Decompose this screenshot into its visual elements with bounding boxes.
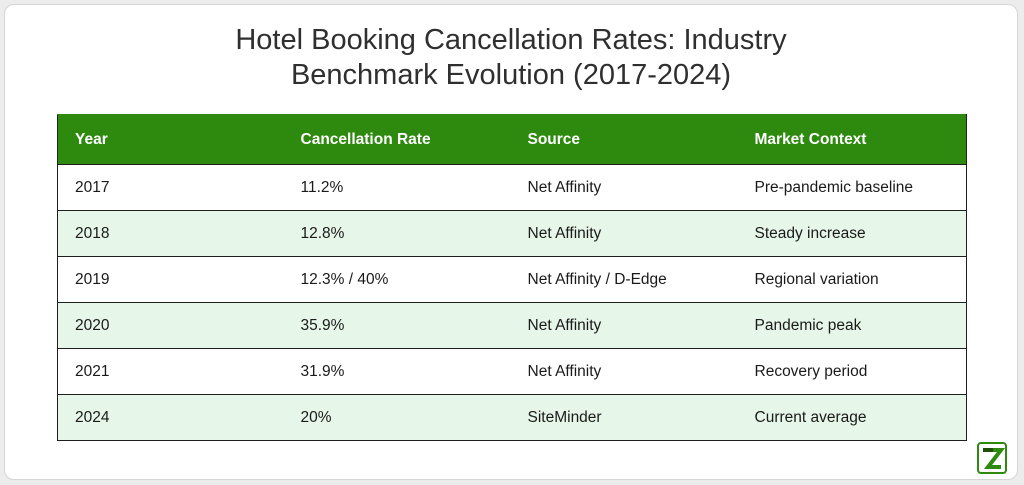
table-header-row: Year Cancellation Rate Source Market Con… xyxy=(57,114,967,165)
page-title: Hotel Booking Cancellation Rates: Indust… xyxy=(5,23,1017,93)
cell-source: Net Affinity xyxy=(510,210,738,257)
table-row: 2021 31.9% Net Affinity Recovery period xyxy=(57,348,967,395)
table-row: 2018 12.8% Net Affinity Steady increase xyxy=(57,210,967,257)
cell-context: Pandemic peak xyxy=(737,302,967,349)
cell-year: 2024 xyxy=(57,394,284,441)
cell-source: Net Affinity xyxy=(510,348,738,395)
table-row: 2024 20% SiteMinder Current average xyxy=(57,394,967,441)
cell-context: Recovery period xyxy=(737,348,967,395)
column-header-cancellation-rate: Cancellation Rate xyxy=(283,114,511,165)
table-row: 2017 11.2% Net Affinity Pre-pandemic bas… xyxy=(57,164,967,211)
title-line-2: Benchmark Evolution (2017-2024) xyxy=(290,59,732,91)
cell-source: Net Affinity / D-Edge xyxy=(510,256,738,303)
cell-source: Net Affinity xyxy=(510,164,738,211)
cell-rate: 31.9% xyxy=(283,348,511,395)
cell-rate: 12.3% / 40% xyxy=(283,256,511,303)
brand-logo-icon xyxy=(977,442,1007,474)
cell-rate: 20% xyxy=(283,394,511,441)
table-row: 2020 35.9% Net Affinity Pandemic peak xyxy=(57,302,967,349)
cell-year: 2017 xyxy=(57,164,284,211)
cell-year: 2020 xyxy=(57,302,284,349)
cancellation-table: Year Cancellation Rate Source Market Con… xyxy=(57,114,967,441)
title-line-1: Hotel Booking Cancellation Rates: Indust… xyxy=(235,24,787,56)
column-header-market-context: Market Context xyxy=(737,114,967,165)
column-header-source: Source xyxy=(510,114,738,165)
cell-rate: 11.2% xyxy=(283,164,511,211)
cell-source: SiteMinder xyxy=(510,394,738,441)
cell-context: Steady increase xyxy=(737,210,967,257)
cell-context: Regional variation xyxy=(737,256,967,303)
cell-rate: 12.8% xyxy=(283,210,511,257)
column-header-year: Year xyxy=(57,114,284,165)
cell-year: 2018 xyxy=(57,210,284,257)
cell-rate: 35.9% xyxy=(283,302,511,349)
cell-year: 2019 xyxy=(57,256,284,303)
cell-context: Pre-pandemic baseline xyxy=(737,164,967,211)
cell-source: Net Affinity xyxy=(510,302,738,349)
table-row: 2019 12.3% / 40% Net Affinity / D-Edge R… xyxy=(57,256,967,303)
cell-year: 2021 xyxy=(57,348,284,395)
cell-context: Current average xyxy=(737,394,967,441)
